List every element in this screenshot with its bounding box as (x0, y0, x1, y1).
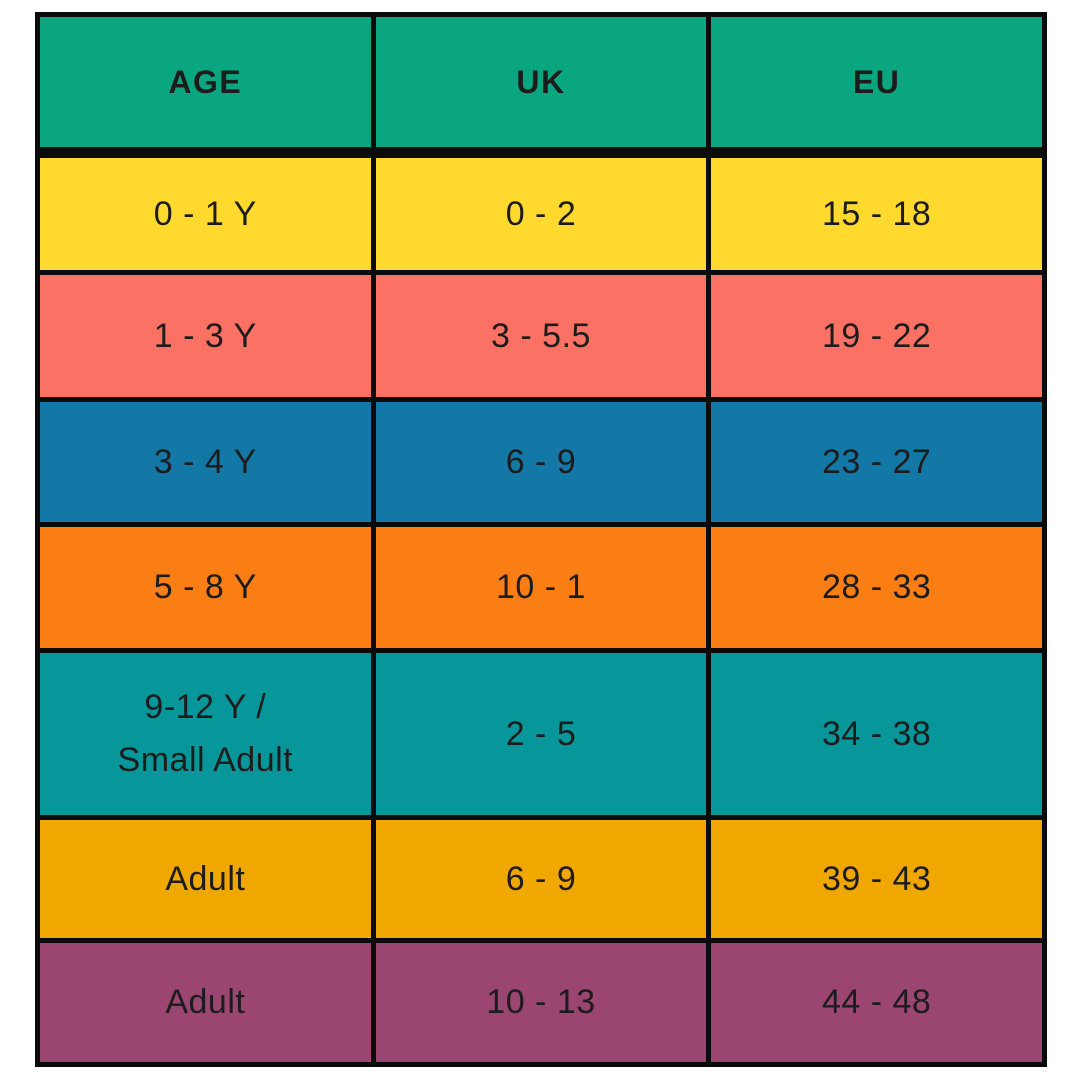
table-row: 1 - 3 Y 3 - 5.5 19 - 22 (35, 270, 1047, 402)
table-row: 0 - 1 Y 0 - 2 15 - 18 (35, 150, 1047, 275)
size-chart-table: AGE UK EU 0 - 1 Y 0 - 2 15 - 18 1 - 3 Y … (35, 12, 1047, 1067)
table-header: AGE UK EU (35, 12, 1047, 158)
cell-row2-eu: 23 - 27 (706, 397, 1047, 527)
cell-row1-age: 1 - 3 Y (35, 270, 376, 402)
cell-row6-eu: 44 - 48 (706, 938, 1047, 1067)
cell-row5-age: Adult (35, 815, 376, 943)
column-header-eu: EU (706, 12, 1047, 158)
table-row: Adult 10 - 13 44 - 48 (35, 938, 1047, 1067)
cell-row3-age: 5 - 8 Y (35, 522, 376, 653)
cell-row2-uk: 6 - 9 (370, 397, 712, 527)
cell-row1-uk: 3 - 5.5 (370, 270, 712, 402)
cell-row6-age: Adult (35, 938, 376, 1067)
table-row: 9-12 Y / Small Adult 2 - 5 34 - 38 (35, 648, 1047, 820)
cell-row5-uk: 6 - 9 (370, 815, 712, 943)
cell-row3-eu: 28 - 33 (706, 522, 1047, 653)
table-row: 3 - 4 Y 6 - 9 23 - 27 (35, 397, 1047, 527)
cell-row1-eu: 19 - 22 (706, 270, 1047, 402)
cell-row0-uk: 0 - 2 (370, 150, 712, 275)
cell-row6-uk: 10 - 13 (370, 938, 712, 1067)
cell-row4-age: 9-12 Y / Small Adult (35, 648, 376, 820)
table-row: 5 - 8 Y 10 - 1 28 - 33 (35, 522, 1047, 653)
table-row: Adult 6 - 9 39 - 43 (35, 815, 1047, 943)
cell-row0-age: 0 - 1 Y (35, 150, 376, 275)
column-header-uk: UK (370, 12, 712, 158)
cell-row2-age: 3 - 4 Y (35, 397, 376, 527)
cell-row5-eu: 39 - 43 (706, 815, 1047, 943)
cell-row3-uk: 10 - 1 (370, 522, 712, 653)
cell-row4-eu: 34 - 38 (706, 648, 1047, 820)
header-row: AGE UK EU (35, 12, 1047, 158)
table-body: 0 - 1 Y 0 - 2 15 - 18 1 - 3 Y 3 - 5.5 19… (35, 150, 1047, 1067)
column-header-age: AGE (35, 12, 376, 158)
cell-row0-eu: 15 - 18 (706, 150, 1047, 275)
cell-row4-uk: 2 - 5 (370, 648, 712, 820)
